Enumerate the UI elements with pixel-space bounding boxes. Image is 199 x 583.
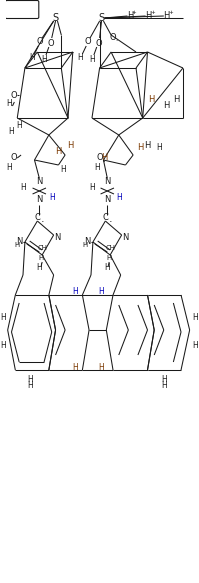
Text: H: H <box>9 128 14 136</box>
Text: Cr: Cr <box>10 12 17 16</box>
Text: H: H <box>60 166 66 174</box>
Text: O: O <box>37 37 44 47</box>
Text: H: H <box>15 242 20 248</box>
Text: H: H <box>127 12 134 20</box>
Text: H: H <box>78 54 83 62</box>
Text: O: O <box>10 90 17 100</box>
Text: S: S <box>53 13 59 23</box>
Text: +: + <box>168 10 173 16</box>
Text: N: N <box>16 237 22 245</box>
Text: H: H <box>145 12 152 20</box>
Text: H: H <box>72 363 78 373</box>
Text: H: H <box>41 54 47 64</box>
Text: H: H <box>89 54 95 64</box>
Text: ·: · <box>40 217 44 227</box>
Text: H: H <box>49 194 55 202</box>
Text: O: O <box>96 153 103 163</box>
Text: O: O <box>47 38 54 47</box>
Text: H: H <box>27 375 33 385</box>
Text: H: H <box>0 340 6 349</box>
Text: N: N <box>104 177 110 187</box>
Text: CH: CH <box>105 245 115 251</box>
Text: H: H <box>148 96 154 104</box>
Text: H: H <box>99 287 104 297</box>
Text: O: O <box>95 38 102 47</box>
Text: C: C <box>34 213 40 223</box>
Text: H: H <box>0 314 6 322</box>
Text: H: H <box>99 363 104 373</box>
Text: ·: · <box>115 38 117 44</box>
Text: H: H <box>94 163 100 173</box>
Text: H: H <box>156 143 162 153</box>
Text: H: H <box>55 147 62 156</box>
Text: Abs: Abs <box>10 5 28 13</box>
Text: H: H <box>20 184 26 192</box>
Text: N: N <box>36 177 42 187</box>
Text: H: H <box>83 242 88 248</box>
Text: H: H <box>16 121 22 131</box>
Text: N: N <box>36 195 42 205</box>
Text: H: H <box>39 255 44 261</box>
Text: H: H <box>116 194 122 202</box>
Text: N: N <box>104 195 110 205</box>
Text: S: S <box>99 13 105 23</box>
Text: H: H <box>30 54 35 62</box>
Text: O: O <box>85 37 91 47</box>
Text: H: H <box>107 255 112 261</box>
Text: H: H <box>104 264 110 272</box>
Text: CH: CH <box>37 245 47 251</box>
Text: N: N <box>54 234 61 243</box>
Text: H: H <box>7 100 13 108</box>
Text: N: N <box>122 234 129 243</box>
Text: O: O <box>10 153 17 163</box>
Text: +: + <box>132 10 137 16</box>
Text: N: N <box>84 237 90 245</box>
Text: H: H <box>67 141 73 149</box>
Text: H: H <box>137 143 143 153</box>
Text: O: O <box>110 33 116 43</box>
Text: +: + <box>150 10 155 16</box>
FancyBboxPatch shape <box>5 1 39 19</box>
Text: H: H <box>173 96 179 104</box>
Text: H: H <box>144 141 151 149</box>
Text: H: H <box>27 381 33 389</box>
Text: H: H <box>192 340 198 349</box>
Text: H: H <box>7 163 13 171</box>
Text: H: H <box>161 375 167 385</box>
Text: H: H <box>36 264 42 272</box>
Text: H: H <box>72 287 78 297</box>
Text: H: H <box>163 100 170 110</box>
Text: H: H <box>161 381 167 389</box>
Text: H: H <box>101 153 108 163</box>
Text: H: H <box>163 12 170 20</box>
Text: C: C <box>102 213 108 223</box>
Text: H: H <box>192 314 198 322</box>
Text: H: H <box>89 184 95 192</box>
Text: ·: · <box>108 217 112 227</box>
